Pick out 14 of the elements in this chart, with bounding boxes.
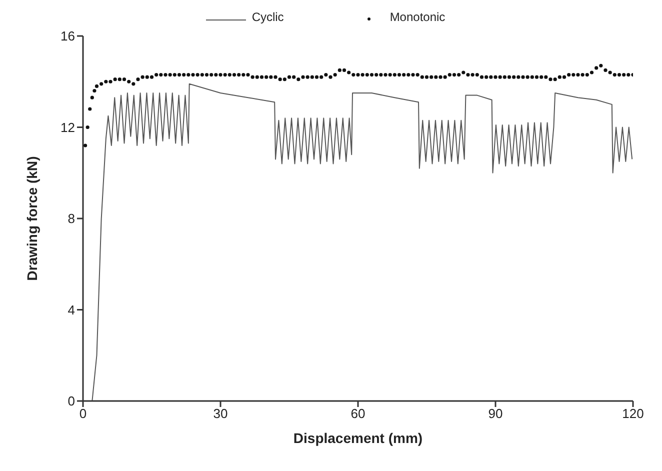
y-axis-title: Drawing force (kN)	[24, 156, 40, 281]
legend-label: Monotonic	[390, 10, 446, 24]
y-tick-label: 12	[60, 120, 75, 135]
y-tick-label: 0	[68, 394, 75, 409]
x-tick-label: 120	[622, 406, 644, 422]
x-tick-label: 90	[488, 406, 503, 422]
y-tick-label: 4	[68, 302, 75, 318]
x-tick-label: 60	[350, 406, 366, 422]
x-tick-label: 30	[213, 406, 228, 422]
y-tick-label: 16	[60, 28, 75, 44]
x-tick-label: 0	[79, 406, 87, 422]
x-axis-title: Displacement (mm)	[293, 430, 423, 446]
legend-label: Cyclic	[252, 10, 284, 24]
y-tick-label: 8	[68, 211, 75, 226]
